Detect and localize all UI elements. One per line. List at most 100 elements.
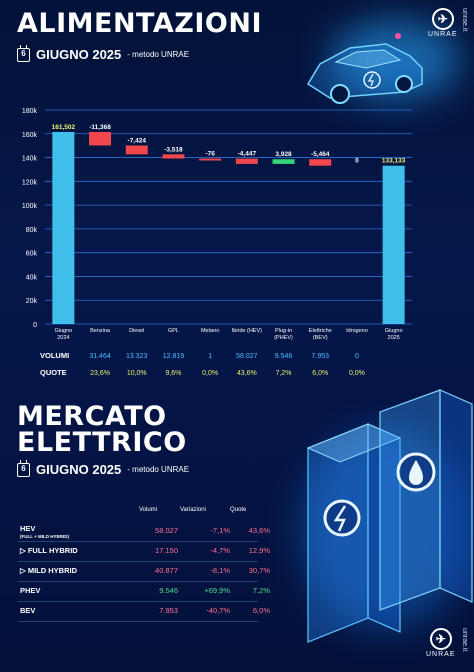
section-title-line2: ELETTRICO — [17, 427, 187, 458]
x-tick-label: Benzina — [90, 328, 111, 334]
car-glow — [330, 20, 460, 100]
y-tick-label: 140k — [22, 156, 38, 163]
data-label: -5,464 — [311, 151, 330, 158]
logo-text-bottom: UNRAE — [426, 651, 456, 658]
volumi-value: 0 — [354, 353, 359, 360]
quote-value: 43,6% — [236, 370, 257, 377]
bar — [382, 165, 405, 324]
row-var: +69,9% — [204, 586, 230, 595]
header-method: - metodo UNRAE — [127, 50, 190, 59]
row-var: -8,1% — [210, 566, 230, 575]
x-tick-label: Elettriche — [309, 328, 332, 334]
quote-value: 0,0% — [202, 370, 219, 377]
data-label: -76 — [205, 151, 215, 158]
quote-value: 6,0% — [312, 370, 329, 377]
col-variazioni: Variazioni — [180, 507, 206, 513]
x-tick-label: Ibride (HEV) — [232, 328, 262, 334]
table-row: BEV 7.953 -40,7% 6,0% — [18, 599, 270, 622]
row-quota: 7,2% — [252, 586, 270, 595]
row-volumi: 7.953 — [159, 606, 178, 615]
table-row: ▷ FULL HYBRID 17.150 -4,7% 12,9% — [18, 539, 270, 562]
bar — [199, 158, 222, 161]
data-label: 161,502 — [52, 124, 76, 131]
bar — [235, 158, 258, 164]
y-tick-label: 180k — [22, 108, 38, 115]
row-quota: 6,0% — [252, 606, 270, 615]
y-tick-label: 80k — [26, 227, 38, 234]
row-var: -7,1% — [210, 526, 230, 535]
volumi-label: VOLUMI — [40, 351, 70, 360]
row-var: -4,7% — [210, 546, 230, 555]
quote-value: 23,6% — [90, 370, 110, 377]
data-label: -7,424 — [128, 138, 147, 145]
x-tick-label: Diesel — [129, 328, 144, 334]
y-tick-label: 100k — [22, 203, 38, 210]
table-row: PHEV 9.546 +69,9% 7,2% — [18, 579, 270, 602]
electric-car-icon — [306, 33, 423, 104]
y-tick-label: 160k — [22, 132, 38, 139]
row-sub: (FULL + MILD HYBRID) — [20, 534, 70, 539]
y-tick-label: 20k — [26, 298, 38, 305]
row-quota: 30,7% — [248, 566, 270, 575]
x-tick-label: (PHEV) — [274, 335, 293, 341]
mercato-period: GIUGNO 2025 — [36, 462, 122, 477]
volumi-value: 12.819 — [162, 353, 185, 360]
row-volumi: 58.027 — [155, 526, 178, 535]
row-label: HEV — [20, 524, 36, 533]
quote-value: 0,0% — [348, 370, 365, 377]
charging-station-icon — [306, 389, 473, 643]
data-label: -3,518 — [164, 146, 183, 153]
row-quota: 12,9% — [248, 546, 270, 555]
y-tick-label: 0 — [33, 322, 37, 329]
section-title-line1: MERCATO — [17, 401, 167, 432]
row-quota: 43,6% — [248, 526, 270, 535]
x-tick-label: 2025 — [388, 335, 400, 341]
table-row: ▷ MILD HYBRID 40.877 -8,1% 30,7% — [18, 559, 270, 582]
data-label: -4,447 — [238, 151, 257, 158]
col-quote: Quote — [230, 507, 247, 513]
quote-value: 9,6% — [165, 370, 182, 377]
row-volumi: 9.546 — [159, 586, 178, 595]
y-tick-label: 60k — [26, 251, 38, 258]
page-title: ALIMENTAZIONI — [17, 8, 262, 39]
x-tick-label: Metano — [201, 328, 219, 334]
calendar-icon: 6 — [17, 44, 30, 62]
row-label: BEV — [20, 606, 36, 615]
bar — [52, 131, 75, 324]
quote-label: QUOTE — [40, 368, 67, 377]
row-var: -40,7% — [206, 606, 230, 615]
volumi-value: 13.323 — [126, 353, 148, 360]
bar — [89, 131, 112, 146]
calendar-icon: 6 — [17, 459, 30, 477]
site-url: unrae.it — [461, 8, 468, 32]
unrae-logo-bottom: ✈ UNRAE — [426, 628, 456, 658]
volumi-value: 1 — [208, 353, 213, 360]
volumi-value: 31.464 — [89, 353, 111, 360]
bar — [125, 145, 148, 155]
x-tick-label: Idrogeno — [346, 328, 368, 334]
x-tick-label: (BEV) — [313, 335, 328, 341]
quote-value: 10,0% — [126, 370, 147, 377]
row-label: ▷ MILD HYBRID — [20, 566, 78, 575]
x-tick-label: Plug-in — [275, 328, 292, 334]
mercato-method: - metodo UNRAE — [127, 465, 190, 474]
table-row: HEV 58.027 -7,1% 43,6% (FULL + MILD HYBRID) — [18, 519, 270, 542]
x-tick-label: Giugno — [385, 328, 403, 334]
y-tick-label: 120k — [22, 179, 38, 186]
header-period: GIUGNO 2025 — [36, 47, 122, 62]
unrae-logo: ✈ UNRAE — [428, 8, 458, 38]
row-label: ▷ FULL HYBRID — [20, 546, 78, 555]
row-label: PHEV — [20, 586, 41, 595]
mercato-subtitle: 6 GIUGNO 2025 - metodo UNRAE — [17, 459, 190, 477]
data-label: 133,133 — [382, 158, 406, 165]
row-volumi: 17.150 — [155, 546, 178, 555]
bar — [309, 159, 332, 166]
bar — [272, 159, 295, 164]
logo-text: UNRAE — [428, 31, 458, 38]
bar — [162, 154, 185, 159]
volumi-value: 58.027 — [236, 353, 258, 360]
data-label: -11,368 — [89, 124, 111, 131]
header-subtitle: 6 GIUGNO 2025 - metodo UNRAE — [17, 44, 190, 62]
data-label: 0 — [355, 158, 359, 165]
